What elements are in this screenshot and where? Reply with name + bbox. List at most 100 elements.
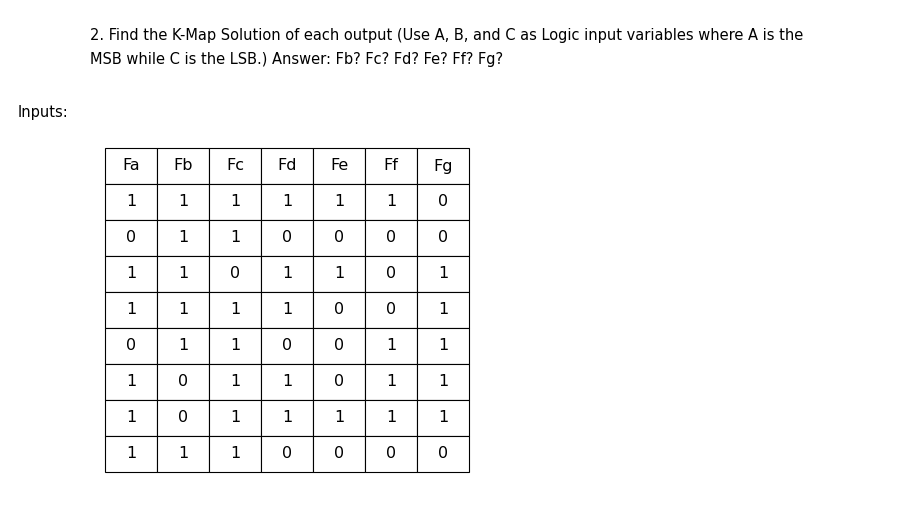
Text: 0: 0 xyxy=(178,374,188,390)
Bar xyxy=(417,400,469,436)
Text: 0: 0 xyxy=(386,446,396,461)
Bar xyxy=(105,292,157,328)
Bar xyxy=(157,436,209,472)
Text: Fe: Fe xyxy=(330,159,348,174)
Bar xyxy=(417,256,469,292)
Text: 1: 1 xyxy=(386,374,396,390)
Bar xyxy=(261,220,313,256)
Text: 0: 0 xyxy=(334,338,344,353)
Bar xyxy=(365,436,417,472)
Text: 1: 1 xyxy=(230,446,240,461)
Bar xyxy=(261,184,313,220)
Bar xyxy=(313,328,365,364)
Text: 1: 1 xyxy=(438,267,448,282)
Text: 1: 1 xyxy=(282,374,292,390)
Bar xyxy=(209,364,261,400)
Text: 0: 0 xyxy=(334,303,344,317)
Text: 0: 0 xyxy=(126,338,136,353)
Text: 0: 0 xyxy=(438,446,448,461)
Bar xyxy=(209,328,261,364)
Text: 2. Find the K-Map Solution of each output (Use A, B, and C as Logic input variab: 2. Find the K-Map Solution of each outpu… xyxy=(90,28,803,43)
Bar xyxy=(261,148,313,184)
Text: 1: 1 xyxy=(282,303,292,317)
Text: 1: 1 xyxy=(282,267,292,282)
Text: 1: 1 xyxy=(230,411,240,425)
Bar xyxy=(365,148,417,184)
Bar xyxy=(209,220,261,256)
Text: 1: 1 xyxy=(126,195,136,209)
Bar xyxy=(105,148,157,184)
Bar xyxy=(365,400,417,436)
Text: 1: 1 xyxy=(178,267,188,282)
Bar xyxy=(417,184,469,220)
Text: 1: 1 xyxy=(230,195,240,209)
Bar xyxy=(417,292,469,328)
Text: Fc: Fc xyxy=(226,159,244,174)
Bar xyxy=(313,220,365,256)
Text: 1: 1 xyxy=(126,374,136,390)
Text: 0: 0 xyxy=(386,267,396,282)
Text: 1: 1 xyxy=(282,411,292,425)
Bar xyxy=(157,400,209,436)
Text: 0: 0 xyxy=(282,338,292,353)
Text: 0: 0 xyxy=(178,411,188,425)
Bar xyxy=(365,328,417,364)
Bar xyxy=(157,256,209,292)
Text: 1: 1 xyxy=(126,303,136,317)
Text: Fb: Fb xyxy=(174,159,193,174)
Text: 1: 1 xyxy=(230,338,240,353)
Text: 1: 1 xyxy=(126,446,136,461)
Text: 0: 0 xyxy=(438,230,448,245)
Bar xyxy=(313,364,365,400)
Text: Fg: Fg xyxy=(433,159,453,174)
Bar xyxy=(313,400,365,436)
Bar xyxy=(313,184,365,220)
Bar xyxy=(209,256,261,292)
Bar xyxy=(157,328,209,364)
Bar xyxy=(105,328,157,364)
Text: 1: 1 xyxy=(178,338,188,353)
Text: Inputs:: Inputs: xyxy=(18,105,68,120)
Text: 1: 1 xyxy=(386,411,396,425)
Text: 1: 1 xyxy=(438,303,448,317)
Bar xyxy=(157,292,209,328)
Text: 0: 0 xyxy=(438,195,448,209)
Text: 1: 1 xyxy=(386,195,396,209)
Text: 1: 1 xyxy=(178,446,188,461)
Text: Ff: Ff xyxy=(383,159,398,174)
Bar xyxy=(313,256,365,292)
Text: 0: 0 xyxy=(230,267,240,282)
Text: 1: 1 xyxy=(230,374,240,390)
Text: 1: 1 xyxy=(334,267,344,282)
Bar xyxy=(417,328,469,364)
Text: 1: 1 xyxy=(126,411,136,425)
Text: 1: 1 xyxy=(334,411,344,425)
Text: 0: 0 xyxy=(282,446,292,461)
Bar xyxy=(105,436,157,472)
Text: 1: 1 xyxy=(230,303,240,317)
Text: 1: 1 xyxy=(438,338,448,353)
Bar xyxy=(313,436,365,472)
Text: 1: 1 xyxy=(438,411,448,425)
Bar xyxy=(157,220,209,256)
Bar xyxy=(365,364,417,400)
Text: 1: 1 xyxy=(126,267,136,282)
Bar xyxy=(261,400,313,436)
Text: 1: 1 xyxy=(178,303,188,317)
Bar xyxy=(105,184,157,220)
Text: 1: 1 xyxy=(386,338,396,353)
Text: 0: 0 xyxy=(282,230,292,245)
Bar xyxy=(105,256,157,292)
Bar xyxy=(313,148,365,184)
Bar xyxy=(105,220,157,256)
Bar xyxy=(157,184,209,220)
Text: 0: 0 xyxy=(126,230,136,245)
Text: 0: 0 xyxy=(386,230,396,245)
Bar xyxy=(261,328,313,364)
Bar xyxy=(365,256,417,292)
Bar xyxy=(209,184,261,220)
Bar xyxy=(261,364,313,400)
Text: Fd: Fd xyxy=(277,159,297,174)
Bar xyxy=(209,148,261,184)
Bar xyxy=(261,256,313,292)
